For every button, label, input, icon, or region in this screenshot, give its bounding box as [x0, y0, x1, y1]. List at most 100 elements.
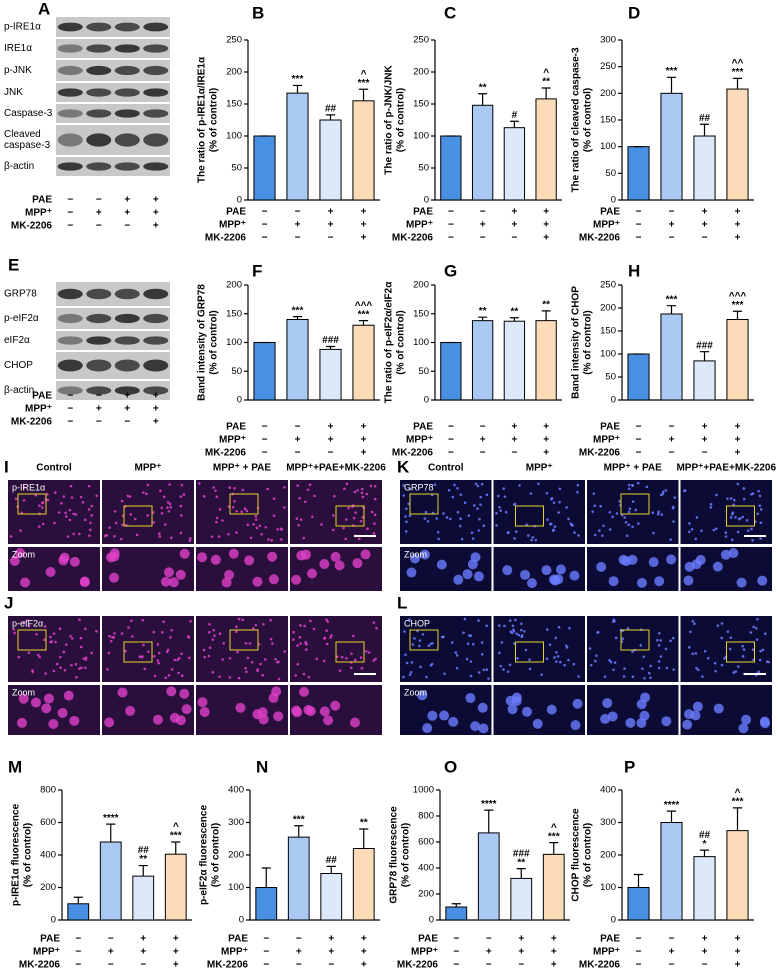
cell: [162, 620, 165, 624]
error-bar: [699, 849, 710, 857]
cell: [373, 484, 377, 488]
panel-letter: C: [444, 3, 456, 22]
error-bar: [478, 316, 488, 321]
cell: [130, 635, 134, 638]
cell: [631, 525, 634, 529]
y-tick-label: 0: [611, 915, 616, 926]
blot-band: [114, 22, 140, 32]
cell: [70, 663, 73, 667]
cell: [189, 619, 192, 623]
cell: [128, 495, 132, 498]
cell: [188, 539, 192, 542]
cell: [567, 658, 570, 662]
treatment-sign: +: [543, 207, 549, 218]
y-tick-label: 100: [413, 337, 429, 348]
treatment-sign: −: [295, 207, 301, 218]
cell: [359, 656, 363, 659]
treatment-label: MK-2206: [392, 233, 434, 244]
cell: [30, 697, 41, 708]
cell: [305, 706, 316, 717]
treatment-sign: −: [702, 233, 708, 244]
treatment-sign: −: [511, 448, 517, 459]
cell: [107, 651, 111, 655]
cell: [645, 485, 649, 489]
cell: [181, 704, 192, 715]
error-bar: [138, 864, 148, 877]
cell: [513, 502, 517, 506]
treatment-sign: −: [96, 195, 102, 206]
cell: [252, 576, 263, 587]
treatment-sign: +: [511, 207, 517, 218]
cell: [485, 624, 489, 628]
bar: [471, 104, 494, 201]
cell: [478, 517, 481, 521]
cell: [456, 510, 460, 514]
cell: [350, 666, 353, 670]
blot-band: [143, 88, 169, 97]
cell: [373, 522, 376, 525]
cell: [409, 670, 413, 674]
treatment-sign: +: [153, 208, 159, 219]
cell: [360, 487, 364, 491]
cell: [728, 647, 732, 651]
cell: [160, 576, 171, 587]
cell: [64, 511, 67, 515]
cell: [720, 636, 724, 640]
significance-label: ###: [696, 340, 713, 351]
cell: [35, 632, 38, 636]
cell: [502, 565, 513, 576]
cell: [471, 537, 475, 540]
error-bar: [325, 345, 336, 350]
treatment-sign: −: [636, 220, 642, 231]
cell: [152, 521, 155, 524]
error-bar: [666, 810, 677, 823]
cell: [307, 675, 311, 679]
y-axis-label: The ratio of cleaved caspase-3: [571, 47, 582, 193]
cell: [79, 645, 83, 649]
cell: [79, 495, 83, 499]
treatment-label: MK-2206: [205, 233, 247, 244]
cell: [503, 624, 506, 628]
bar: [535, 98, 557, 201]
treatment-sign: +: [361, 422, 367, 433]
cell: [142, 643, 145, 647]
y-tick-label: 50: [231, 163, 242, 174]
cell: [402, 484, 405, 487]
cell: [119, 537, 123, 541]
zoom-box: [123, 505, 153, 527]
bar: [440, 342, 462, 401]
cell: [166, 501, 170, 504]
treatment-sign: −: [448, 422, 454, 433]
cell: [694, 537, 698, 541]
treatment-sign: +: [735, 435, 741, 446]
blot-band: [57, 162, 83, 171]
treatment-sign: −: [702, 960, 708, 971]
significance-label: ##: [326, 855, 338, 866]
cell: [759, 649, 762, 653]
cell: [296, 644, 299, 647]
cell: [211, 638, 215, 641]
treatment-sign: +: [361, 934, 367, 945]
panel-letter: O: [444, 757, 457, 776]
treatment-sign: +: [735, 934, 741, 945]
cell: [299, 518, 303, 521]
cell: [235, 531, 238, 534]
cell: [69, 634, 72, 638]
treatment-label: PAE: [418, 934, 438, 945]
treatment-sign: +: [543, 220, 549, 231]
cell: [271, 642, 274, 645]
cell: [498, 651, 501, 655]
cell: [261, 673, 264, 677]
bar: [627, 146, 650, 201]
treatment-sign: +: [702, 220, 708, 231]
treatment-sign: +: [551, 960, 557, 971]
cell: [425, 675, 428, 679]
cell: [45, 492, 49, 496]
cell: [568, 627, 571, 630]
treatment-label: MK-2206: [579, 448, 621, 459]
error-bar: [292, 84, 303, 94]
treatment-sign: +: [328, 435, 334, 446]
cell: [495, 511, 498, 515]
cell: [555, 564, 566, 575]
cell: [408, 618, 411, 621]
